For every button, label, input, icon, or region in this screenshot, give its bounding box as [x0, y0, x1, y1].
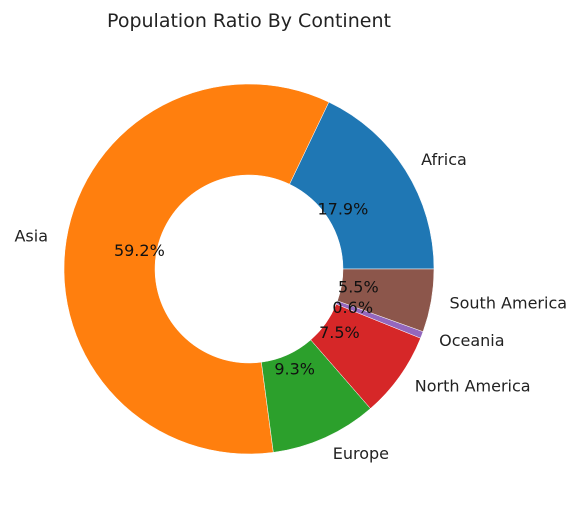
label-africa: Africa — [421, 150, 467, 169]
percent-south-america: 5.5% — [338, 278, 379, 297]
percent-africa: 17.9% — [317, 199, 368, 218]
category-labels: Africa Asia Europe North America Oceania Sout… — [14, 150, 567, 463]
percent-asia: 59.2% — [114, 241, 165, 260]
slice-asia — [63, 83, 330, 455]
slice-africa — [289, 101, 435, 270]
percent-north-america: 7.5% — [319, 323, 360, 342]
label-europe: Europe — [333, 444, 389, 463]
label-south-america: South America — [449, 293, 567, 312]
pie-slices — [63, 83, 435, 455]
label-north-america: North America — [415, 377, 531, 396]
percent-europe: 9.3% — [274, 360, 315, 379]
label-oceania: Oceania — [439, 331, 504, 350]
chart-title: Population Ratio By Continent — [107, 10, 391, 32]
label-asia: Asia — [14, 227, 48, 246]
percent-labels: 17.9% 59.2% 9.3%7.5% 0.6%5.5% — [114, 199, 379, 378]
percent-oceania: 0.6% — [332, 298, 373, 317]
slice-south-america — [337, 268, 435, 332]
